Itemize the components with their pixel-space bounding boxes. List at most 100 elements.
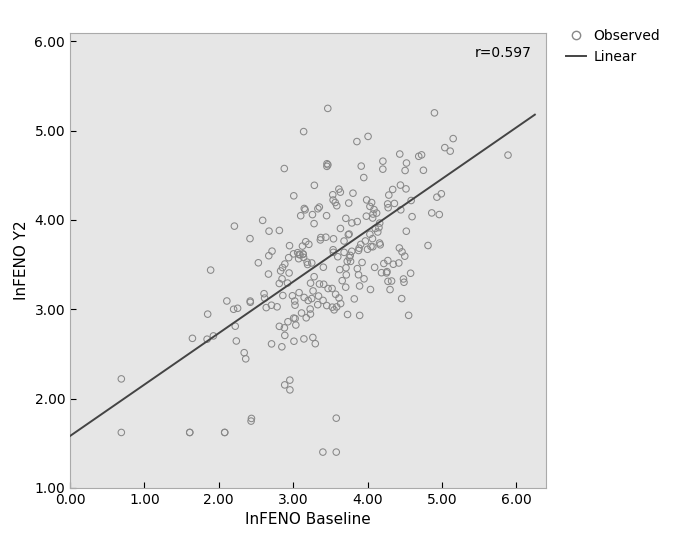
Point <box>288 337 300 346</box>
Point <box>447 134 458 143</box>
Point <box>338 237 349 246</box>
Point <box>395 181 406 190</box>
Point <box>290 321 302 330</box>
Point <box>367 234 378 243</box>
Point <box>328 196 339 204</box>
Point <box>314 203 325 211</box>
X-axis label: InFENO Baseline: InFENO Baseline <box>245 512 371 527</box>
Point <box>293 250 304 259</box>
Point <box>293 288 304 297</box>
Point <box>394 150 405 158</box>
Point <box>382 256 393 265</box>
Point <box>303 240 314 249</box>
Point <box>288 249 299 258</box>
Point <box>422 241 433 250</box>
Point <box>208 332 219 340</box>
Point <box>312 300 323 309</box>
Point <box>339 248 350 257</box>
Point <box>298 127 309 136</box>
Point <box>444 147 456 156</box>
Point <box>327 190 338 199</box>
Point <box>353 270 364 279</box>
Point <box>305 279 316 287</box>
Point <box>274 226 285 235</box>
Point <box>296 309 307 318</box>
Point <box>330 448 342 456</box>
Point <box>279 331 290 340</box>
Point <box>368 205 379 214</box>
Point <box>321 159 332 168</box>
Point <box>382 199 393 208</box>
Point <box>304 309 316 318</box>
Point <box>298 334 309 343</box>
Point <box>351 137 363 146</box>
Point <box>313 292 324 300</box>
Point <box>435 190 447 198</box>
Point <box>293 254 304 263</box>
Point <box>346 218 358 227</box>
Point <box>300 237 312 246</box>
Point <box>377 157 388 165</box>
Point <box>266 339 277 348</box>
Point <box>426 209 438 217</box>
Point <box>331 302 342 311</box>
Point <box>340 263 351 272</box>
Point <box>187 334 198 343</box>
Point <box>309 272 320 281</box>
Point <box>503 151 514 159</box>
Point <box>314 280 325 288</box>
Point <box>344 230 355 238</box>
Point <box>306 259 317 267</box>
Point <box>361 196 372 204</box>
Point <box>378 259 389 268</box>
Point <box>246 417 257 425</box>
Point <box>340 283 351 292</box>
Point <box>374 241 386 249</box>
Point <box>334 265 345 274</box>
Point <box>276 343 288 351</box>
Point <box>381 269 392 278</box>
Point <box>372 228 384 236</box>
Point <box>298 253 309 262</box>
Point <box>405 269 416 278</box>
Point <box>399 252 410 261</box>
Point <box>202 335 213 344</box>
Point <box>232 304 243 313</box>
Point <box>328 306 339 314</box>
Point <box>219 428 230 437</box>
Point <box>429 108 440 117</box>
Point <box>307 287 318 295</box>
Point <box>335 188 346 197</box>
Point <box>431 193 442 202</box>
Point <box>396 248 407 256</box>
Point <box>274 279 285 288</box>
Point <box>279 260 290 268</box>
Point <box>387 185 398 194</box>
Point <box>116 375 127 383</box>
Point <box>400 227 412 236</box>
Point <box>342 257 353 266</box>
Legend: Observed, Linear: Observed, Linear <box>560 23 666 69</box>
Point <box>277 291 288 300</box>
Point <box>267 247 278 255</box>
Point <box>374 219 385 228</box>
Point <box>309 220 320 228</box>
Point <box>259 294 270 302</box>
Point <box>300 313 312 322</box>
Point <box>366 198 377 207</box>
Point <box>373 223 384 232</box>
Point <box>318 296 329 305</box>
Point <box>333 185 344 193</box>
Point <box>318 280 329 288</box>
Point <box>349 294 360 303</box>
Point <box>309 181 320 190</box>
Point <box>343 199 354 208</box>
Point <box>299 204 310 213</box>
Point <box>342 310 353 319</box>
Point <box>284 241 295 250</box>
Point <box>407 212 418 221</box>
Point <box>258 289 270 298</box>
Point <box>288 314 300 322</box>
Point <box>219 428 230 437</box>
Point <box>315 236 326 244</box>
